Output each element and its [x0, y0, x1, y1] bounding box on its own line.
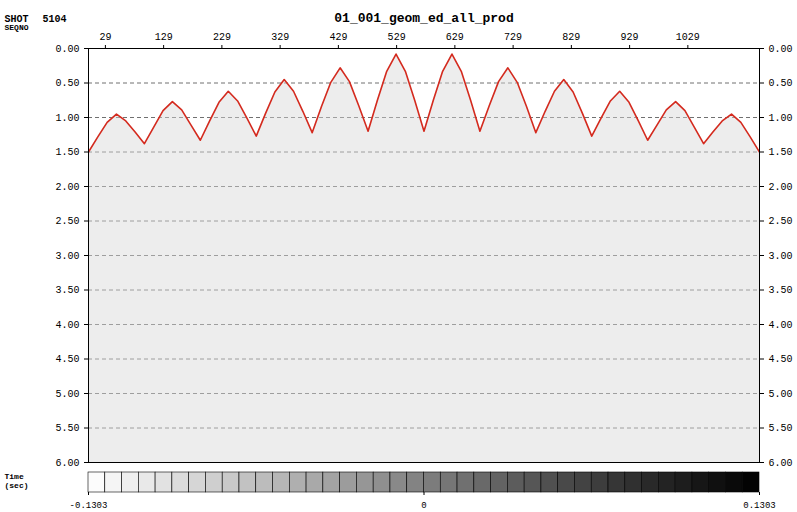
- svg-text:SHOT: SHOT: [4, 13, 29, 25]
- svg-text:4.50: 4.50: [55, 354, 79, 365]
- svg-text:2.50: 2.50: [769, 216, 793, 227]
- svg-text:4.00: 4.00: [55, 320, 79, 331]
- svg-text:5.00: 5.00: [769, 389, 793, 400]
- svg-text:529: 529: [388, 32, 406, 43]
- svg-text:2.00: 2.00: [769, 182, 793, 193]
- svg-text:-0.1303: -0.1303: [70, 501, 108, 511]
- svg-text:1.00: 1.00: [769, 113, 793, 124]
- svg-text:1.50: 1.50: [55, 147, 79, 158]
- svg-text:Time(sec): Time(sec): [5, 472, 29, 490]
- svg-text:3.00: 3.00: [55, 251, 79, 262]
- svg-text:5.50: 5.50: [55, 423, 79, 434]
- svg-text:6.00: 6.00: [769, 458, 793, 469]
- svg-text:5.50: 5.50: [769, 423, 793, 434]
- svg-text:229: 229: [213, 32, 231, 43]
- svg-text:829: 829: [562, 32, 580, 43]
- svg-text:129: 129: [155, 32, 173, 43]
- svg-text:6.00: 6.00: [55, 458, 79, 469]
- svg-text:929: 929: [621, 32, 639, 43]
- svg-text:4.00: 4.00: [769, 320, 793, 331]
- svg-text:729: 729: [504, 32, 522, 43]
- svg-text:01_001_geom_ed_all_prod: 01_001_geom_ed_all_prod: [334, 11, 513, 26]
- svg-text:29: 29: [99, 32, 111, 43]
- svg-text:0: 0: [421, 501, 426, 511]
- svg-text:3.50: 3.50: [769, 285, 793, 296]
- svg-text:1.00: 1.00: [55, 113, 79, 124]
- svg-text:5.00: 5.00: [55, 389, 79, 400]
- svg-text:2.00: 2.00: [55, 182, 79, 193]
- svg-text:SEQNO: SEQNO: [5, 23, 29, 32]
- svg-text:3.00: 3.00: [769, 251, 793, 262]
- svg-text:0.1303: 0.1303: [743, 501, 775, 511]
- svg-text:629: 629: [446, 32, 464, 43]
- svg-text:329: 329: [271, 32, 289, 43]
- svg-text:5104: 5104: [43, 14, 67, 25]
- svg-text:0.50: 0.50: [769, 78, 793, 89]
- svg-text:3.50: 3.50: [55, 285, 79, 296]
- svg-text:429: 429: [329, 32, 347, 43]
- svg-text:2.50: 2.50: [55, 216, 79, 227]
- svg-text:0.50: 0.50: [55, 78, 79, 89]
- svg-text:1.50: 1.50: [769, 147, 793, 158]
- svg-text:4.50: 4.50: [769, 354, 793, 365]
- svg-text:0.00: 0.00: [769, 44, 793, 55]
- svg-text:1029: 1029: [676, 32, 700, 43]
- svg-text:0.00: 0.00: [55, 44, 79, 55]
